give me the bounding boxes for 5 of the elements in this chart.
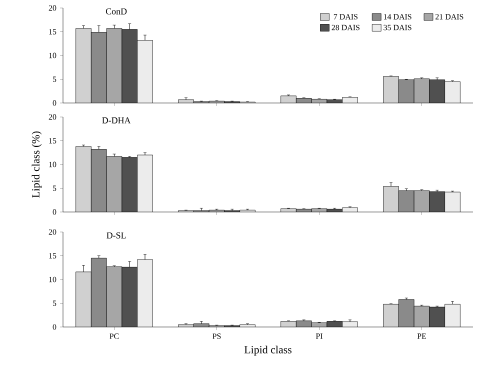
x-axis-title: Lipid class — [244, 346, 292, 356]
y-axis-title: Lipid class (%) — [32, 131, 42, 198]
chart-title: D-DHA — [102, 117, 131, 124]
chart-title: D-SL — [106, 232, 126, 238]
chart-title: ConD — [106, 8, 127, 14]
